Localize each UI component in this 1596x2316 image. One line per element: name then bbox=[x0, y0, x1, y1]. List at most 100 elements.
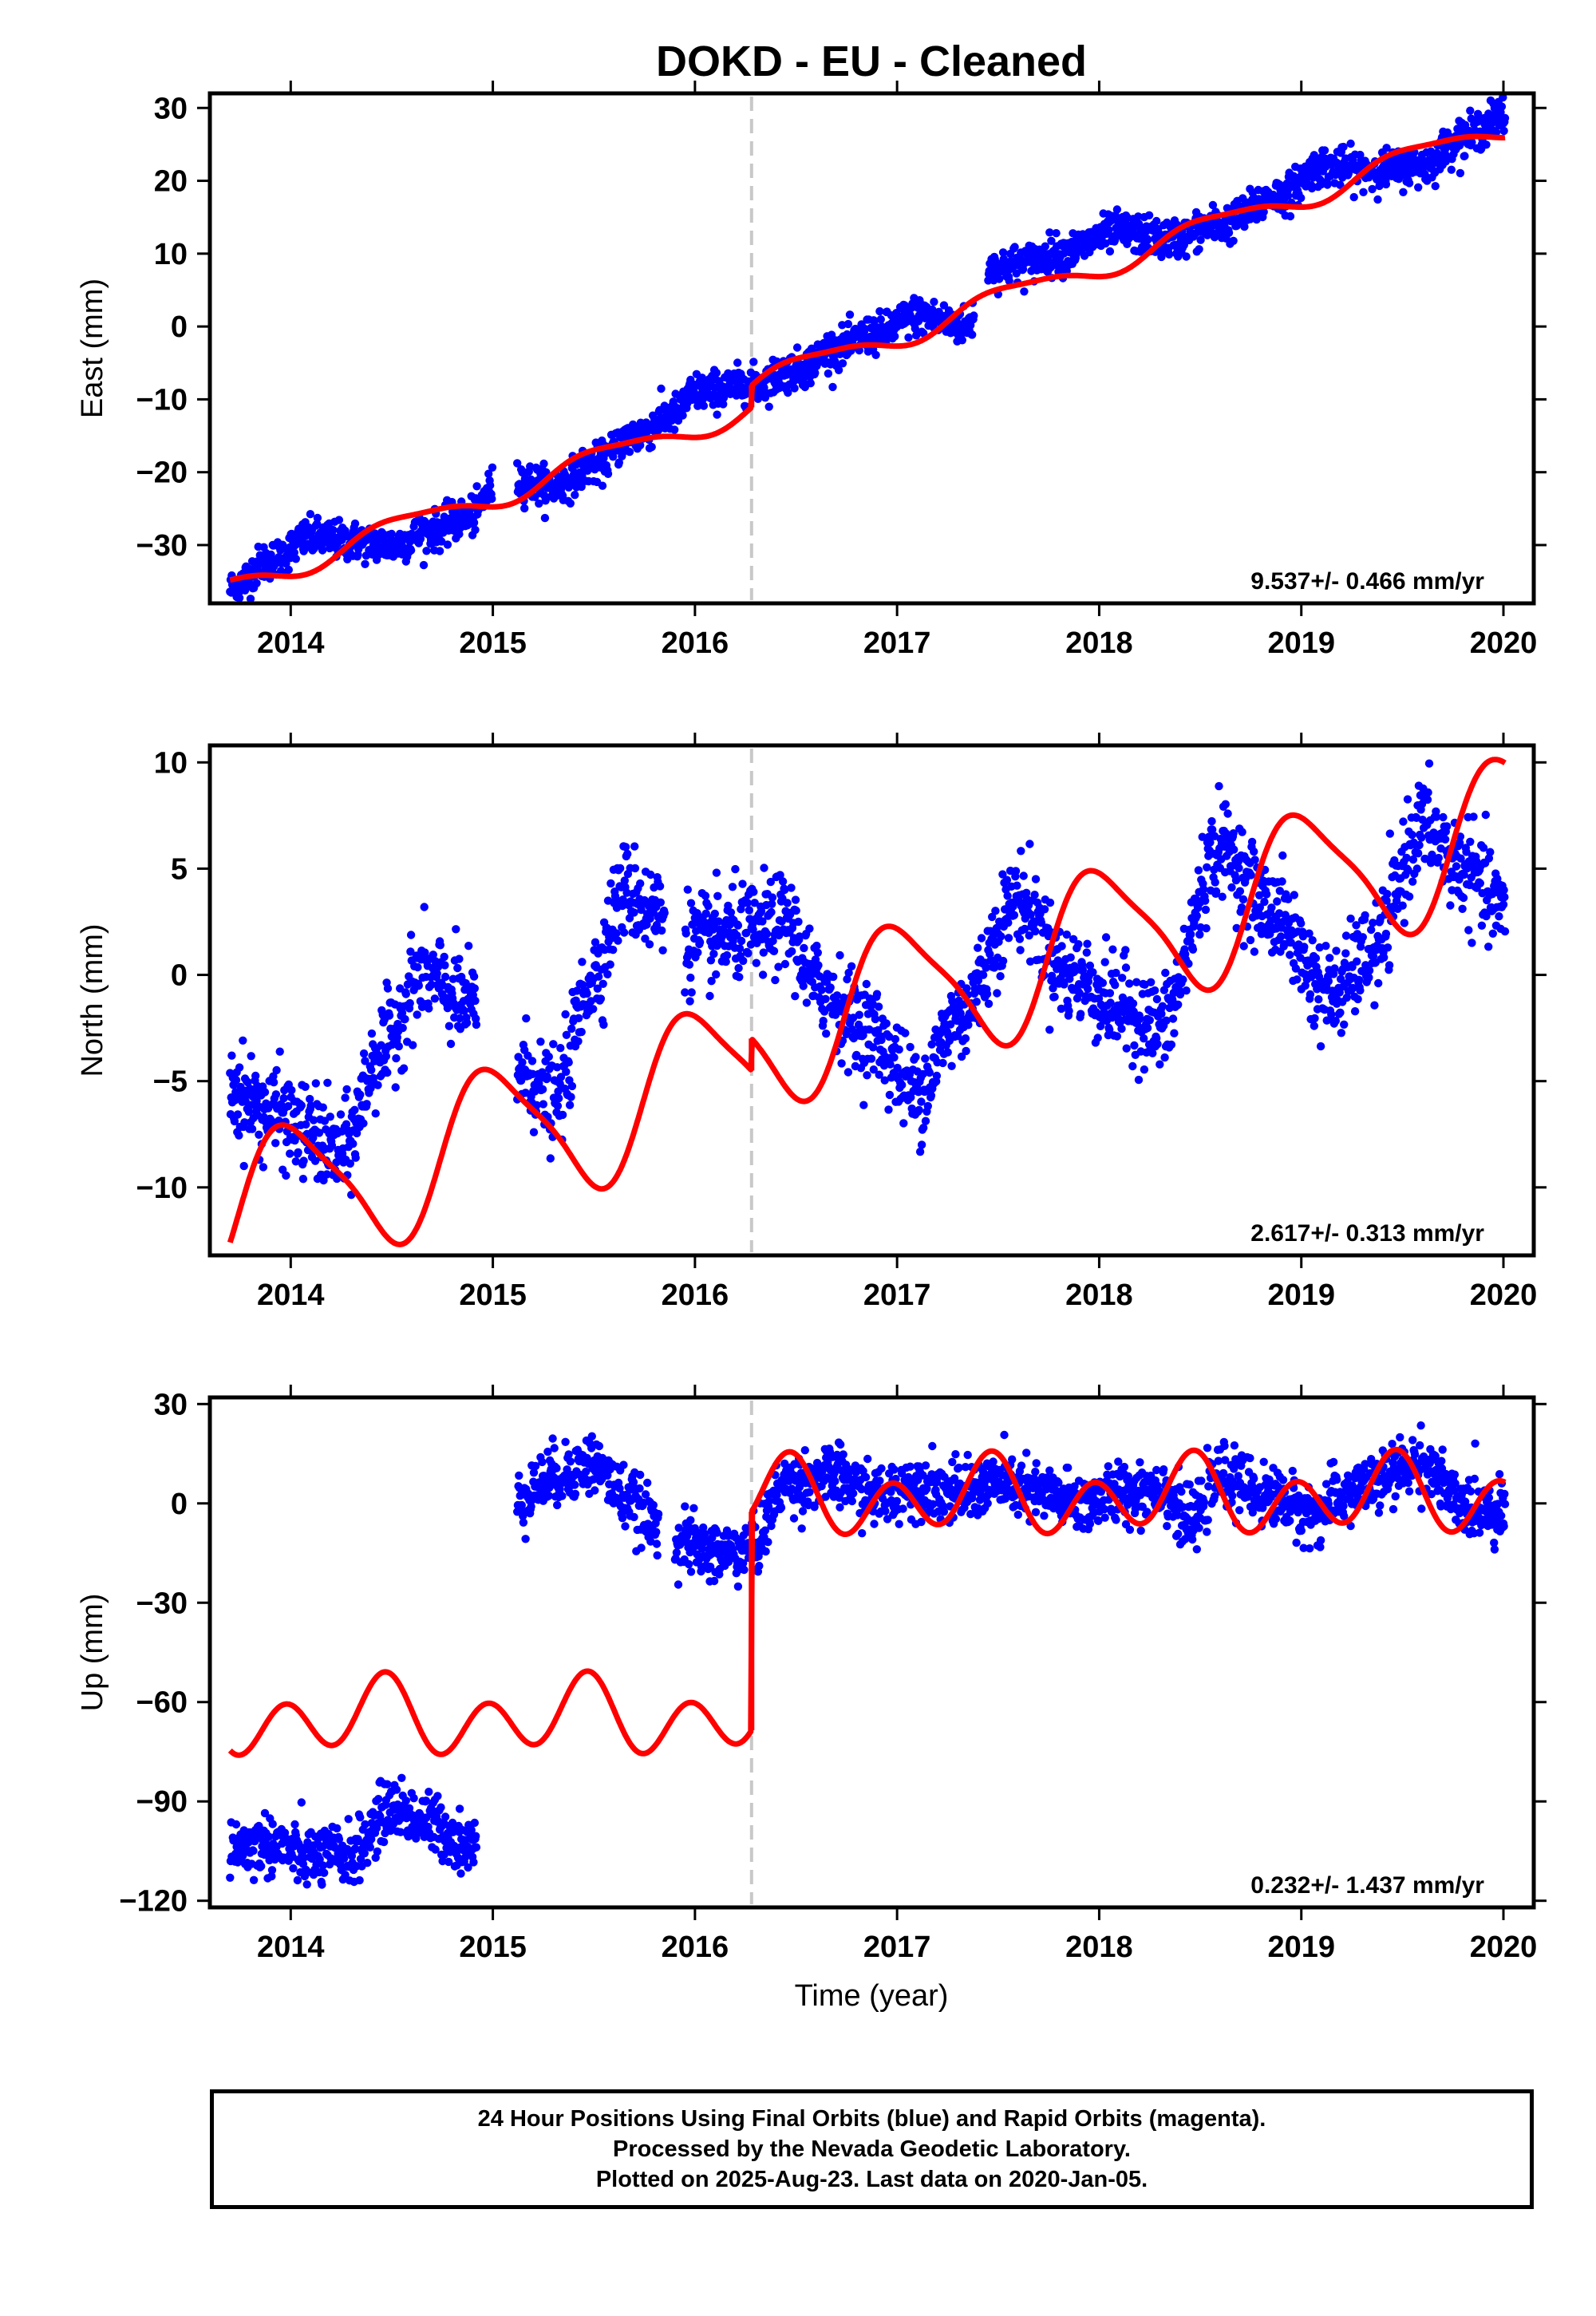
observation-point bbox=[392, 1053, 401, 1063]
observation-point bbox=[1194, 866, 1203, 875]
observation-point bbox=[329, 525, 338, 535]
observation-point bbox=[1293, 975, 1302, 984]
observation-point bbox=[890, 1053, 899, 1062]
observation-point bbox=[1350, 1007, 1360, 1016]
observation-point bbox=[419, 560, 429, 570]
observation-point bbox=[609, 946, 618, 954]
observation-point bbox=[575, 1014, 583, 1023]
observation-point bbox=[636, 879, 645, 888]
observation-point bbox=[577, 482, 586, 492]
observation-point bbox=[768, 893, 777, 902]
observation-point bbox=[239, 1852, 247, 1860]
observation-point bbox=[836, 951, 844, 960]
observation-point bbox=[925, 1068, 934, 1077]
observation-point bbox=[701, 891, 710, 900]
observation-point bbox=[733, 921, 743, 930]
observation-point bbox=[318, 1103, 327, 1112]
observation-point bbox=[367, 1029, 377, 1038]
observation-point bbox=[771, 975, 780, 985]
observation-point bbox=[735, 973, 744, 982]
observation-point bbox=[641, 935, 650, 943]
observation-point bbox=[799, 982, 808, 990]
observation-point bbox=[293, 1875, 302, 1885]
observation-point bbox=[462, 1018, 472, 1027]
observation-point bbox=[287, 1085, 296, 1095]
observation-point bbox=[844, 968, 853, 978]
observation-point bbox=[531, 492, 539, 501]
observation-point bbox=[646, 870, 655, 879]
observation-point bbox=[1374, 978, 1383, 988]
observation-point bbox=[961, 1034, 970, 1043]
observation-point bbox=[235, 594, 244, 603]
observation-point bbox=[360, 1849, 369, 1858]
observation-point bbox=[1031, 927, 1040, 936]
observation-point bbox=[371, 1109, 380, 1118]
observation-point bbox=[1201, 896, 1210, 905]
observation-point bbox=[787, 883, 796, 892]
observation-point bbox=[1041, 242, 1050, 251]
observation-point bbox=[1466, 837, 1475, 847]
observation-point bbox=[757, 907, 766, 915]
observation-point bbox=[652, 920, 662, 930]
observation-point bbox=[1308, 936, 1317, 945]
observation-point bbox=[341, 1093, 350, 1102]
observation-point bbox=[780, 885, 789, 895]
observation-point bbox=[310, 1156, 320, 1165]
observation-point bbox=[433, 969, 441, 978]
observation-point bbox=[821, 994, 830, 1004]
observation-point bbox=[1019, 871, 1028, 880]
observation-point bbox=[705, 991, 714, 1001]
observation-point bbox=[1373, 195, 1382, 204]
observation-point bbox=[1310, 1022, 1319, 1030]
observation-point bbox=[284, 565, 293, 575]
observation-point bbox=[1122, 1044, 1131, 1053]
observation-point bbox=[1368, 184, 1377, 194]
observation-point bbox=[1049, 984, 1057, 993]
observation-point bbox=[1286, 211, 1295, 221]
observation-point bbox=[318, 546, 327, 555]
observation-point bbox=[1404, 866, 1412, 875]
observation-point bbox=[347, 1852, 357, 1860]
observation-point bbox=[1499, 900, 1508, 909]
observation-point bbox=[350, 1844, 360, 1853]
observation-point bbox=[578, 958, 587, 966]
observation-point bbox=[706, 956, 716, 965]
observation-point bbox=[567, 1081, 577, 1091]
observation-point bbox=[1134, 212, 1143, 221]
observation-point bbox=[1500, 892, 1509, 902]
observation-point bbox=[867, 1054, 876, 1063]
observation-point bbox=[1306, 990, 1315, 999]
observation-point bbox=[1460, 152, 1469, 160]
observation-point bbox=[406, 546, 416, 555]
observation-point bbox=[472, 1020, 481, 1030]
observation-point bbox=[420, 903, 429, 911]
observation-point bbox=[406, 931, 416, 939]
observation-point bbox=[970, 311, 978, 320]
observation-point bbox=[1246, 871, 1255, 879]
observation-point bbox=[529, 1128, 539, 1136]
observation-point bbox=[318, 1880, 326, 1889]
observation-point bbox=[546, 1154, 555, 1163]
observation-point bbox=[249, 1875, 259, 1884]
observation-point bbox=[1082, 948, 1092, 957]
observation-point bbox=[871, 350, 880, 359]
observation-point bbox=[334, 1835, 344, 1844]
observation-point bbox=[1275, 887, 1285, 895]
observation-point bbox=[1152, 994, 1162, 1004]
observation-point bbox=[958, 336, 967, 345]
observation-point bbox=[377, 1041, 385, 1049]
observation-point bbox=[904, 333, 913, 342]
observation-point bbox=[1484, 943, 1493, 951]
observation-point bbox=[351, 1153, 360, 1162]
observation-point bbox=[1417, 833, 1426, 842]
observation-point bbox=[791, 992, 800, 1001]
observation-point bbox=[926, 1091, 936, 1101]
observation-point bbox=[455, 1014, 464, 1023]
y-tick-label: −20 bbox=[136, 456, 188, 490]
observation-point bbox=[988, 912, 997, 922]
observation-point bbox=[227, 1051, 236, 1060]
y-tick-label: −10 bbox=[136, 383, 188, 417]
observation-point bbox=[968, 330, 977, 339]
observation-point bbox=[828, 382, 837, 392]
observation-point bbox=[709, 950, 718, 958]
